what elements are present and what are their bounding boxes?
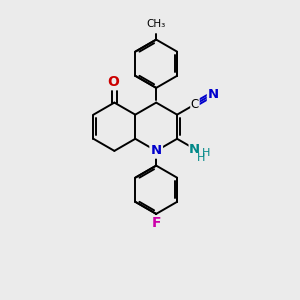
Text: N: N: [207, 88, 219, 101]
Text: CH₃: CH₃: [147, 19, 166, 29]
Text: H: H: [202, 148, 210, 158]
Text: C: C: [191, 98, 199, 111]
Text: F: F: [152, 216, 161, 230]
Text: N: N: [189, 143, 200, 156]
Text: O: O: [107, 75, 119, 89]
Text: N: N: [151, 144, 162, 158]
Text: H: H: [197, 153, 206, 163]
